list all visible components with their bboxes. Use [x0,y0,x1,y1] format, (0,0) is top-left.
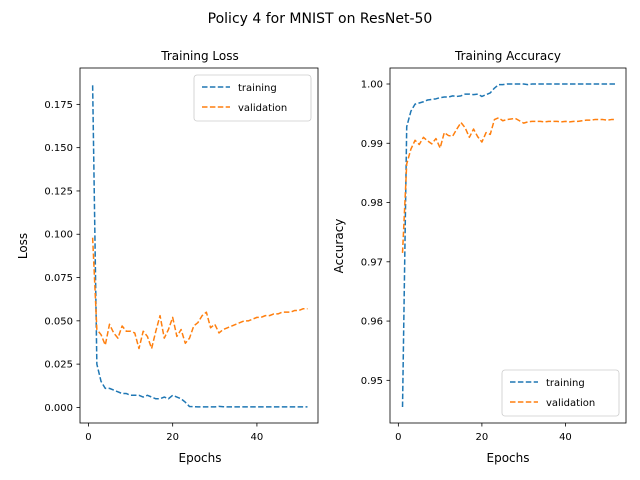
accuracy-plot-area: 0 20 40 0.95 0.96 0.97 0.98 0.99 1.00 training val… [361,67,627,443]
accuracy-legend-label-validation: validation [546,398,595,409]
accuracy-x-tick-label: 0 [395,432,401,443]
loss-plot-area: 0 20 40 0.000 0.025 0.050 0.075 0.100 0.125 0.150… [44,67,319,443]
loss-legend-label-training: training [238,83,277,94]
accuracy-y-tick-label: 0.97 [361,257,383,268]
accuracy-legend-label-training: training [546,378,585,389]
accuracy-series-validation [401,117,616,253]
accuracy-chart-ylabel: Accuracy [332,219,346,274]
accuracy-chart-xlabel: Epochs [487,451,530,465]
accuracy-chart: Training Accuracy Epochs Accuracy 0 20 400… [332,49,627,465]
accuracy-y-tick-label: 0.99 [361,139,383,150]
loss-legend-label-validation: validation [238,103,287,114]
loss-chart-xlabel: Epochs [179,451,222,465]
accuracy-x-tick-label: 20 [476,432,489,443]
loss-y-tick-label: 0.075 [44,273,73,284]
loss-y-tick-label: 0.100 [44,230,73,241]
loss-x-tick-label: 0 [85,432,91,443]
loss-y-tick-label: 0.000 [44,403,73,414]
loss-series-training [91,85,308,408]
loss-axes-frame [79,67,319,424]
accuracy-y-tick-label: 0.95 [361,376,383,387]
loss-y-tick-label: 0.175 [44,100,73,111]
accuracy-axes-frame [389,67,627,424]
accuracy-chart-title: Training Accuracy [454,49,561,63]
accuracy-y-tick-label: 1.00 [361,80,383,91]
loss-y-tick-label: 0.150 [44,143,73,154]
accuracy-y-tick-label: 0.96 [361,317,383,328]
loss-y-tick-label: 0.050 [44,316,73,327]
accuracy-legend-box [501,369,620,417]
accuracy-legend: training validation [501,369,620,417]
loss-y-tick-label: 0.125 [44,186,73,197]
accuracy-y-tick-label: 0.98 [361,198,383,209]
accuracy-series-training [401,83,616,408]
loss-chart: Training Loss Epochs Loss 0 20 40 0.000 0.02… [16,49,319,465]
loss-chart-ylabel: Loss [16,233,30,259]
loss-y-tick-label: 0.025 [44,360,73,371]
loss-x-tick-label: 40 [251,432,264,443]
loss-chart-title: Training Loss [160,49,238,63]
loss-legend-box [193,74,312,122]
loss-legend: training validation [193,74,312,122]
figure-title: Policy 4 for MNIST on ResNet-50 [208,11,433,27]
loss-x-tick-label: 20 [166,432,179,443]
accuracy-x-tick-label: 40 [559,432,572,443]
loss-series-validation [91,237,308,350]
